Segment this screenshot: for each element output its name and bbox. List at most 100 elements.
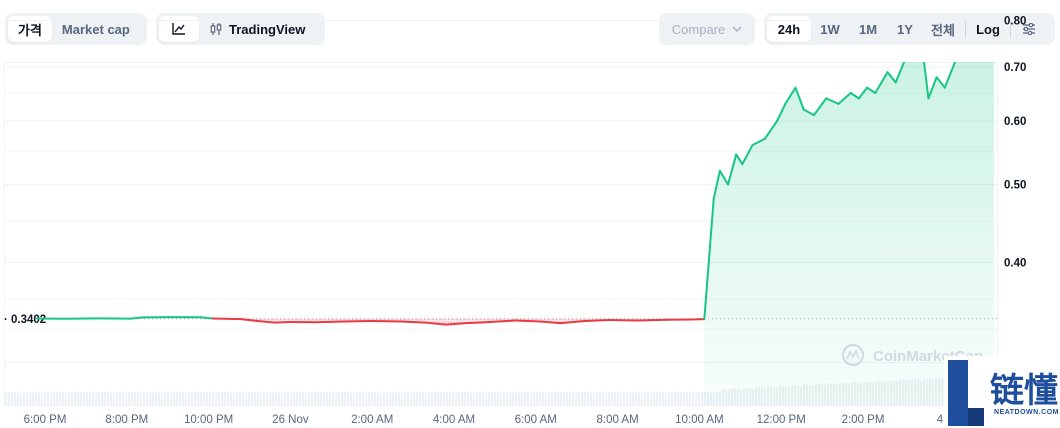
volume-bar xyxy=(326,392,329,406)
volume-bar xyxy=(152,391,155,406)
price-line-segment xyxy=(763,119,779,140)
price-line-segment xyxy=(849,91,860,100)
price-line-segment xyxy=(935,76,946,89)
range-all[interactable]: 전체 xyxy=(931,22,955,38)
volume-bar xyxy=(491,392,494,406)
volume-bar xyxy=(398,392,401,406)
volume-bar xyxy=(692,391,695,406)
toolbar-divider xyxy=(965,20,966,38)
volume-bar xyxy=(641,392,644,406)
volume-bar xyxy=(338,392,341,406)
volume-bar xyxy=(311,392,314,406)
above-reference-fill xyxy=(704,62,994,406)
price-line-segment xyxy=(874,71,889,94)
volume-bar xyxy=(554,391,557,406)
volume-bar xyxy=(140,393,143,406)
volume-bar xyxy=(503,392,506,406)
price-line-segment xyxy=(886,71,897,84)
volume-bar xyxy=(485,393,488,406)
tradingview-button[interactable]: TradingView xyxy=(199,16,315,42)
tab-market-cap[interactable]: Market cap xyxy=(61,21,130,37)
price-line-segment xyxy=(857,86,869,100)
volume-bar xyxy=(53,392,56,406)
volume-bar xyxy=(446,392,449,406)
volume-bar xyxy=(515,393,518,406)
price-line-segment xyxy=(399,320,427,324)
volume-bar xyxy=(95,393,98,406)
volume-bar xyxy=(227,391,230,406)
volume-bar xyxy=(371,392,374,406)
volume-bar xyxy=(680,393,683,406)
volume-bar xyxy=(653,392,656,406)
volume-bar xyxy=(167,391,170,406)
volume-bar xyxy=(347,391,350,406)
volume-bar xyxy=(233,392,236,406)
volume-bar xyxy=(563,392,566,406)
volume-bar xyxy=(650,393,653,406)
price-line-segment xyxy=(923,62,930,100)
volume-bar xyxy=(23,392,26,406)
volume-bar xyxy=(551,392,554,406)
range-1y[interactable]: 1Y xyxy=(897,21,913,37)
volume-bar xyxy=(269,391,272,406)
volume-bar xyxy=(341,392,344,406)
volume-bar xyxy=(476,392,479,406)
volume-bar xyxy=(701,392,704,406)
range-1m[interactable]: 1M xyxy=(858,21,878,37)
price-line-segment xyxy=(559,320,586,325)
volume-bar xyxy=(620,393,623,406)
volume-bar xyxy=(47,391,50,406)
volume-bar xyxy=(65,393,68,406)
volume-bar xyxy=(410,393,413,406)
volume-bar xyxy=(584,391,587,406)
volume-bar xyxy=(575,393,578,406)
price-line-segment xyxy=(927,76,938,100)
volume-bar xyxy=(314,391,317,406)
volume-bar xyxy=(59,391,62,406)
volume-bar xyxy=(191,392,194,406)
volume-bar xyxy=(593,392,596,406)
volume-bar xyxy=(293,392,296,406)
compare-dropdown[interactable]: Compare xyxy=(659,13,755,45)
volume-bar xyxy=(332,391,335,406)
log-scale-toggle[interactable]: Log xyxy=(976,21,1000,37)
price-line-segment xyxy=(712,169,721,200)
volume-bar xyxy=(242,391,245,406)
volume-bar xyxy=(452,391,455,406)
settings-button[interactable] xyxy=(1013,16,1045,42)
volume-bar xyxy=(305,393,308,406)
volume-bar xyxy=(458,392,461,406)
volume-bar xyxy=(368,392,371,406)
volume-bar xyxy=(509,391,512,406)
volume-bar xyxy=(20,393,23,406)
volume-bar xyxy=(251,392,254,406)
price-line-segment xyxy=(812,97,828,117)
volume-bar xyxy=(599,391,602,406)
price-line-segment xyxy=(951,62,957,69)
volume-bar xyxy=(455,393,458,406)
volume-bar xyxy=(557,391,560,406)
volume-bar xyxy=(611,392,614,406)
volume-bar xyxy=(404,391,407,406)
compare-button[interactable]: Compare xyxy=(659,16,755,42)
volume-bar xyxy=(434,391,437,406)
compare-label: Compare xyxy=(671,21,726,37)
volume-bar xyxy=(335,393,338,406)
volume-bar xyxy=(101,392,104,406)
price-line-segment xyxy=(776,102,787,122)
price-line-segment xyxy=(727,153,738,186)
volume-bar xyxy=(383,392,386,406)
range-1w[interactable]: 1W xyxy=(820,21,840,37)
volume-bar xyxy=(203,392,206,406)
volume-bar xyxy=(197,391,200,406)
volume-bar xyxy=(68,392,71,406)
volume-bar xyxy=(482,391,485,406)
volume-bar xyxy=(221,392,224,406)
volume-bar xyxy=(245,393,248,406)
price-line-segment xyxy=(273,321,292,324)
x-tick-label: 26 Nov xyxy=(272,414,309,426)
volume-bar xyxy=(320,393,323,406)
volume-bar xyxy=(533,392,536,406)
volume-bar xyxy=(5,393,8,406)
